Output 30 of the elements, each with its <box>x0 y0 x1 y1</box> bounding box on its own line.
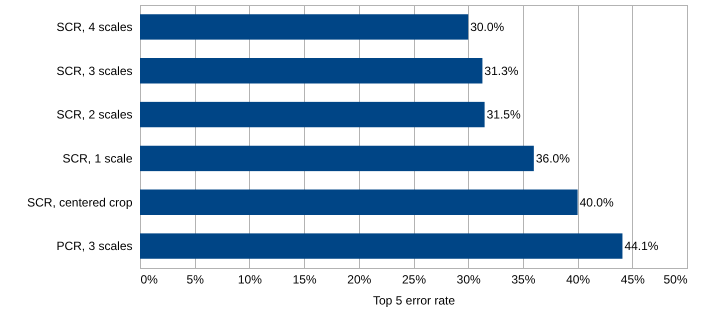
data-label: 36.0% <box>536 151 570 166</box>
y-tick-label: SCR, centered crop <box>27 195 133 210</box>
bar <box>140 190 578 215</box>
x-tick-label: 50% <box>663 272 688 286</box>
data-label: 31.3% <box>484 64 519 78</box>
x-tick-label: 30% <box>456 272 482 286</box>
y-tick-label: SCR, 3 scales <box>56 64 132 78</box>
bar <box>140 102 485 128</box>
bar <box>140 14 468 40</box>
x-tick-label: 0% <box>140 272 158 286</box>
x-tick-label: 35% <box>511 272 536 286</box>
x-tick-label: 25% <box>402 272 426 286</box>
data-label: 44.1% <box>624 239 659 254</box>
data-label: 30.0% <box>470 20 505 34</box>
x-tick-label: 20% <box>347 272 372 286</box>
y-tick-label: SCR, 1 scale <box>62 151 133 166</box>
x-tick-label: 10% <box>238 272 262 286</box>
data-label: 31.5% <box>486 108 521 122</box>
y-tick-label: SCR, 2 scales <box>56 108 132 122</box>
bar <box>140 146 534 172</box>
x-tick-label: 15% <box>292 272 317 286</box>
data-label: 40.0% <box>580 195 614 210</box>
x-tick-label: 5% <box>186 272 204 286</box>
y-tick-label: PCR, 3 scales <box>56 239 132 254</box>
bar <box>140 233 622 259</box>
x-tick-label: 45% <box>620 272 646 286</box>
x-tick-label: 40% <box>566 272 590 286</box>
x-axis-title: Top 5 error rate <box>372 294 456 308</box>
bar <box>140 58 482 84</box>
y-tick-label: SCR, 4 scales <box>56 20 132 34</box>
